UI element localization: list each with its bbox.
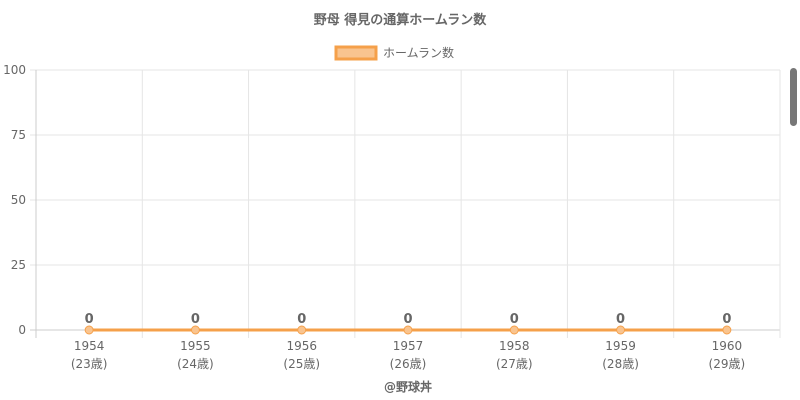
x-tick-sublabel: (25歳) [283,357,320,371]
y-tick-label: 75 [11,128,26,142]
x-tick-label: 1955 [180,339,211,353]
legend[interactable]: ホームラン数 [334,45,454,61]
y-tick-label: 50 [11,193,26,207]
series: 0 0 0 0 0 0 0 [84,312,732,335]
x-tick-label: 1957 [393,339,424,353]
chart-title: 野母 得見の通算ホームラン数 [314,12,487,28]
y-tick-label: 25 [11,258,26,272]
y-tick-label: 0 [18,323,26,337]
data-label: 0 [85,312,94,327]
legend-label: ホームラン数 [383,45,454,60]
data-label: 0 [510,312,519,327]
data-point [722,325,732,335]
x-tick-label: 1959 [605,339,636,353]
x-tick-sublabel: (27歳) [496,357,533,371]
axes: 0 25 50 75 100 1954 (23歳) 1955 (24歳) 1956 (25歳) 195… [3,63,745,371]
legend-swatch [334,45,378,61]
footer-credit: @野球丼 [384,379,432,394]
x-tick-sublabel: (24歳) [177,357,214,371]
x-tick-label: 1960 [712,339,743,353]
scrollbar[interactable] [790,68,797,126]
data-label: 0 [297,312,306,327]
data-label: 0 [191,312,200,327]
data-point [297,325,307,335]
data-point [616,325,626,335]
grid [30,69,781,338]
x-tick-label: 1956 [286,339,317,353]
data-point [509,325,519,335]
x-tick-sublabel: (28歳) [602,357,639,371]
data-point [84,325,94,335]
data-label: 0 [616,312,625,327]
x-tick-sublabel: (26歳) [390,357,427,371]
y-tick-label: 100 [3,63,26,77]
x-tick-sublabel: (23歳) [71,357,108,371]
data-point [190,325,200,335]
data-label: 0 [403,312,412,327]
data-label: 0 [722,312,731,327]
x-tick-label: 1958 [499,339,530,353]
data-point [403,325,413,335]
x-tick-label: 1954 [74,339,105,353]
x-tick-sublabel: (29歳) [709,357,746,371]
